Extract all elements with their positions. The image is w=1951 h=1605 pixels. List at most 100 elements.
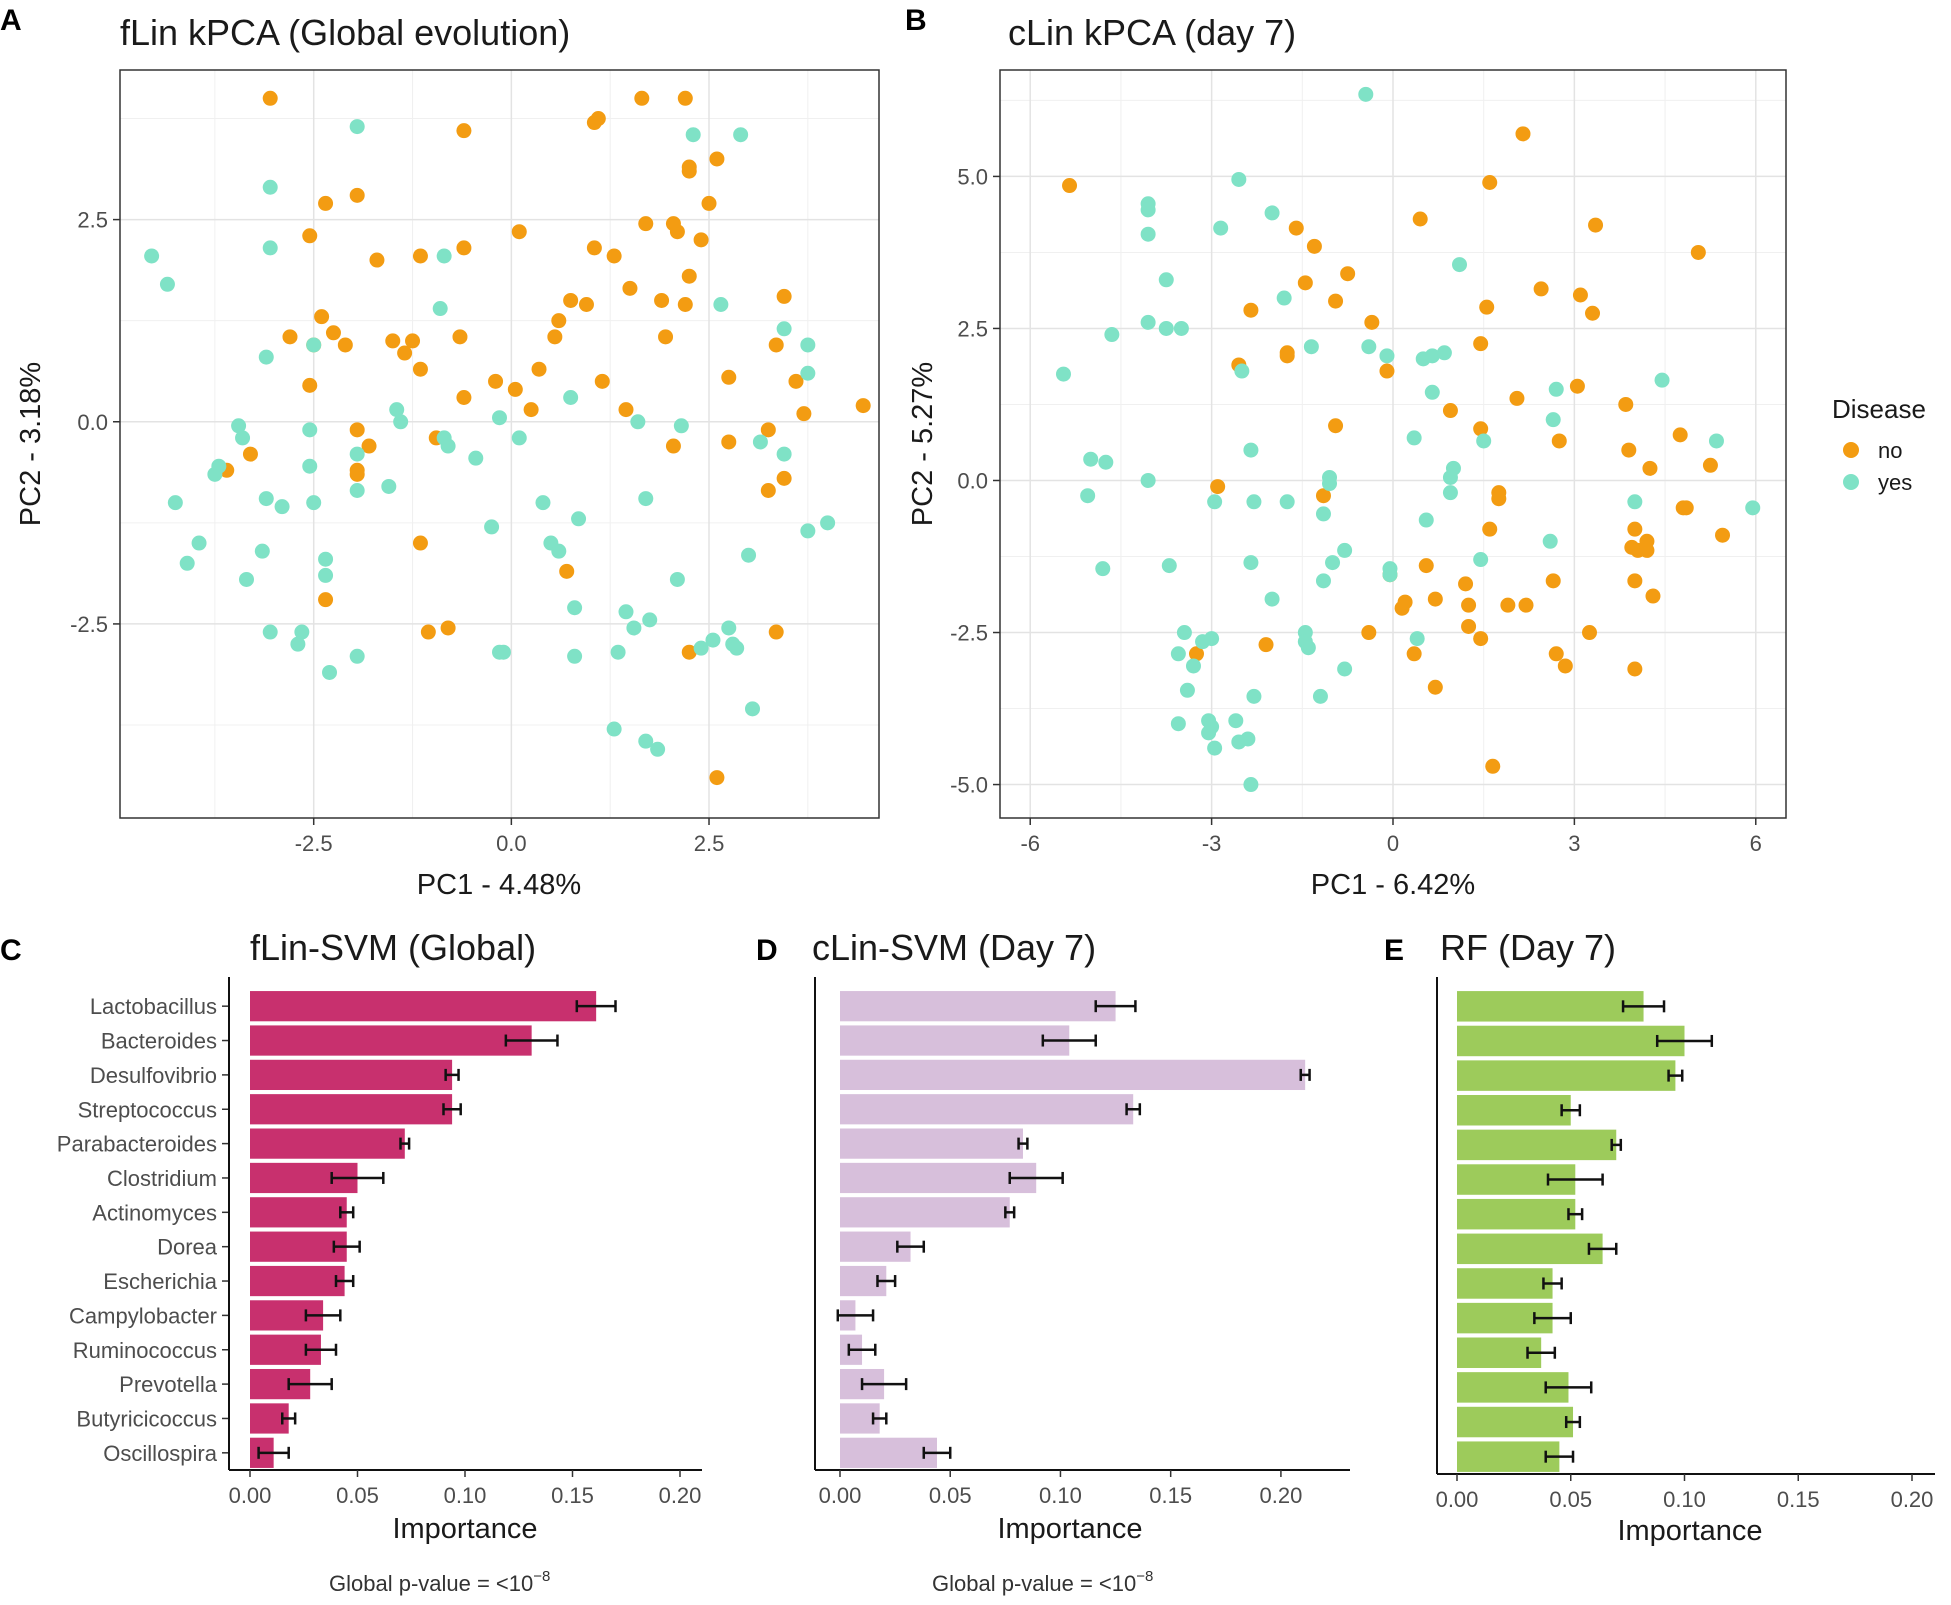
panel-a-point-no	[325, 325, 341, 341]
panel-b-point-yes	[1627, 494, 1643, 510]
panel-c-title: fLin-SVM (Global)	[250, 927, 536, 968]
panel-b-point-no	[1328, 293, 1344, 309]
panel-a-point-yes	[638, 733, 654, 749]
panel-b-point-yes	[1325, 555, 1341, 571]
panel-a-point-no	[701, 195, 717, 211]
panel-a-point-no	[318, 195, 334, 211]
panel-b-point-no	[1482, 175, 1498, 191]
panel-b-point-yes	[1140, 472, 1156, 488]
panel-a-point-yes	[606, 721, 622, 737]
panel-a-point-no	[511, 224, 527, 240]
panel-d-p-value-exponent: −8	[1136, 1568, 1153, 1585]
panel-d-p-value-note: Global p-value = <10−8	[932, 1568, 1153, 1596]
panel-b-point-yes	[1170, 646, 1186, 662]
panel-a-point-yes	[239, 571, 254, 587]
panel-b-point-yes	[1315, 506, 1331, 522]
panel-a-point-yes	[349, 482, 365, 498]
panel-a-point-yes	[495, 644, 511, 660]
panel-a-point-no	[586, 240, 602, 256]
panel-a-point-yes	[191, 535, 207, 551]
panel-a-x-tick-label: 0.0	[496, 831, 527, 856]
panel-b-point-yes	[1095, 561, 1111, 577]
panel-c-category-label: Campylobacter	[69, 1303, 217, 1328]
panel-a-point-yes	[776, 446, 792, 462]
panel-a-point-yes	[159, 276, 175, 292]
panel-a-point-no	[681, 268, 697, 284]
panel-b-point-no	[1328, 418, 1344, 434]
panel-d-bar	[840, 1059, 1306, 1091]
panel-a-title: fLin kPCA (Global evolution)	[120, 12, 570, 53]
panel-a-point-yes	[306, 495, 322, 511]
panel-c-x-tick-label: 0.10	[444, 1483, 487, 1508]
panel-a-y-tick-label: 2.5	[77, 208, 108, 233]
panel-b-point-yes	[1080, 488, 1096, 504]
panel-b-point-no	[1406, 646, 1422, 662]
panel-b-point-no	[1482, 521, 1498, 537]
panel-b-point-yes	[1379, 348, 1395, 364]
panel-a-point-yes	[302, 422, 318, 438]
panel-a-point-no	[405, 333, 421, 349]
panel-b-point-no	[1062, 178, 1078, 194]
panel-a-point-yes	[630, 414, 646, 430]
panel-b-point-no	[1627, 661, 1643, 677]
panel-a-point-no	[559, 563, 575, 579]
panel-b-point-yes	[1418, 512, 1434, 528]
panel-b-point-yes	[1161, 558, 1177, 574]
panel-a-point-yes	[492, 410, 507, 426]
panel-a-point-no	[776, 470, 792, 486]
panel-a-point-yes	[610, 644, 626, 660]
panel-a-point-yes	[322, 664, 338, 680]
panel-b-point-yes	[1243, 442, 1259, 458]
panel-d-bar	[840, 1437, 937, 1468]
panel-b-point-no	[1364, 314, 1380, 330]
panel-c-category-label: Lactobacillus	[90, 994, 217, 1019]
panel-a-point-yes	[389, 402, 405, 418]
panel-a-point-yes	[302, 458, 318, 474]
panel-a-point-yes	[235, 430, 251, 446]
panel-c-bar	[250, 991, 597, 1022]
panel-a-point-no	[677, 90, 693, 106]
panel-c-p-value-note: Global p-value = <10−8	[329, 1568, 550, 1596]
panel-b-point-no	[1533, 281, 1549, 297]
panel-b-point-no	[1427, 591, 1443, 607]
panel-c-category-label: Bacteroides	[101, 1029, 217, 1054]
panel-a-point-no	[369, 252, 385, 268]
panel-b-point-no	[1418, 558, 1434, 574]
panel-a-point-no	[349, 187, 365, 203]
panel-label-b: B	[905, 4, 927, 37]
panel-d-x-tick-label: 0.15	[1149, 1483, 1192, 1508]
panel-b-y-tick-label: 2.5	[957, 316, 988, 341]
panel-b-point-yes	[1179, 682, 1195, 698]
panel-a-point-no	[456, 390, 472, 406]
panel-d-x-tick-label: 0.10	[1039, 1483, 1082, 1508]
panel-d-p-value-text: Global p-value = <10	[932, 1571, 1136, 1596]
panel-e-bar	[1457, 1233, 1603, 1265]
panel-a-point-no	[452, 329, 468, 345]
panel-b-point-yes	[1246, 688, 1262, 704]
panel-a-point-yes	[511, 430, 527, 446]
panel-b-point-yes	[1185, 658, 1201, 674]
panel-a-point-yes	[262, 240, 278, 256]
panel-a-point-yes	[432, 301, 448, 317]
panel-a-point-yes	[551, 543, 567, 559]
panel-a-point-yes	[231, 418, 247, 434]
panel-a-x-tick-label: 2.5	[694, 831, 725, 856]
panel-a-point-no	[768, 624, 784, 640]
legend-label-yes: yes	[1878, 470, 1912, 495]
panel-b-point-no	[1678, 500, 1694, 516]
panel-a-point-yes	[713, 297, 729, 313]
panel-b-point-no	[1306, 238, 1322, 254]
panel-a-point-no	[665, 438, 681, 454]
panel-c-x-tick-label: 0.15	[551, 1483, 594, 1508]
panel-b-point-no	[1509, 390, 1525, 406]
panel-a-point-no	[788, 373, 804, 389]
panel-e-x-tick-label: 0.05	[1549, 1487, 1592, 1512]
panel-a-point-yes	[776, 321, 792, 337]
panel-b-point-yes	[1445, 460, 1461, 476]
panel-a-point-no	[302, 377, 318, 393]
panel-a-point-no	[361, 438, 377, 454]
legend-swatch-yes	[1843, 474, 1859, 490]
panel-a-point-no	[412, 361, 428, 377]
panel-a-point-yes	[741, 547, 757, 563]
panel-b-y-tick-label: -5.0	[950, 773, 988, 798]
